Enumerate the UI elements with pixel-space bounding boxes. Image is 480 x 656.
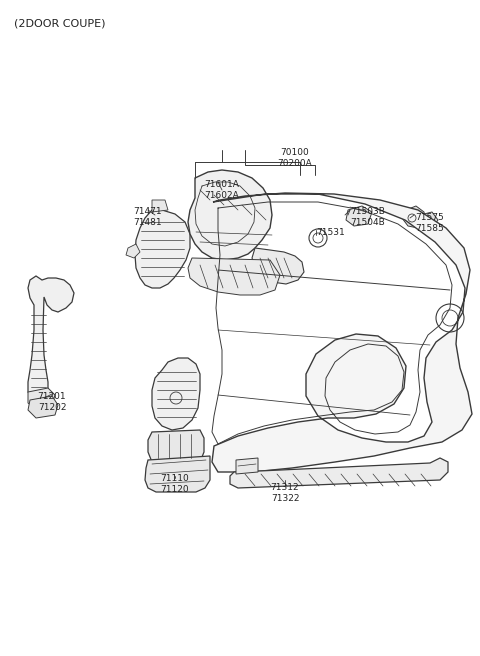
Polygon shape: [236, 458, 258, 474]
Polygon shape: [152, 200, 168, 212]
Polygon shape: [420, 212, 438, 228]
Polygon shape: [346, 206, 372, 226]
Text: (2DOOR COUPE): (2DOOR COUPE): [14, 18, 106, 28]
Polygon shape: [28, 276, 74, 400]
Text: 70100
70200A: 70100 70200A: [277, 148, 312, 168]
Polygon shape: [252, 248, 304, 284]
Polygon shape: [212, 193, 472, 472]
Polygon shape: [28, 396, 58, 418]
Polygon shape: [148, 430, 204, 462]
Text: 71471
71481: 71471 71481: [134, 207, 162, 227]
Polygon shape: [188, 170, 272, 260]
Polygon shape: [402, 206, 426, 228]
Text: 71201
71202: 71201 71202: [38, 392, 66, 412]
Text: 71531: 71531: [316, 228, 345, 237]
Text: 71312
71322: 71312 71322: [271, 483, 300, 503]
Polygon shape: [28, 388, 55, 408]
Polygon shape: [135, 210, 190, 288]
Polygon shape: [152, 358, 200, 430]
Polygon shape: [126, 244, 140, 258]
Text: 71110
71120: 71110 71120: [161, 474, 190, 494]
Polygon shape: [145, 456, 210, 492]
Text: 71575
71585: 71575 71585: [415, 213, 444, 233]
Text: 71503B
71504B: 71503B 71504B: [350, 207, 385, 227]
Polygon shape: [230, 458, 448, 488]
Text: 71601A
71602A: 71601A 71602A: [204, 180, 240, 200]
Polygon shape: [188, 258, 280, 295]
